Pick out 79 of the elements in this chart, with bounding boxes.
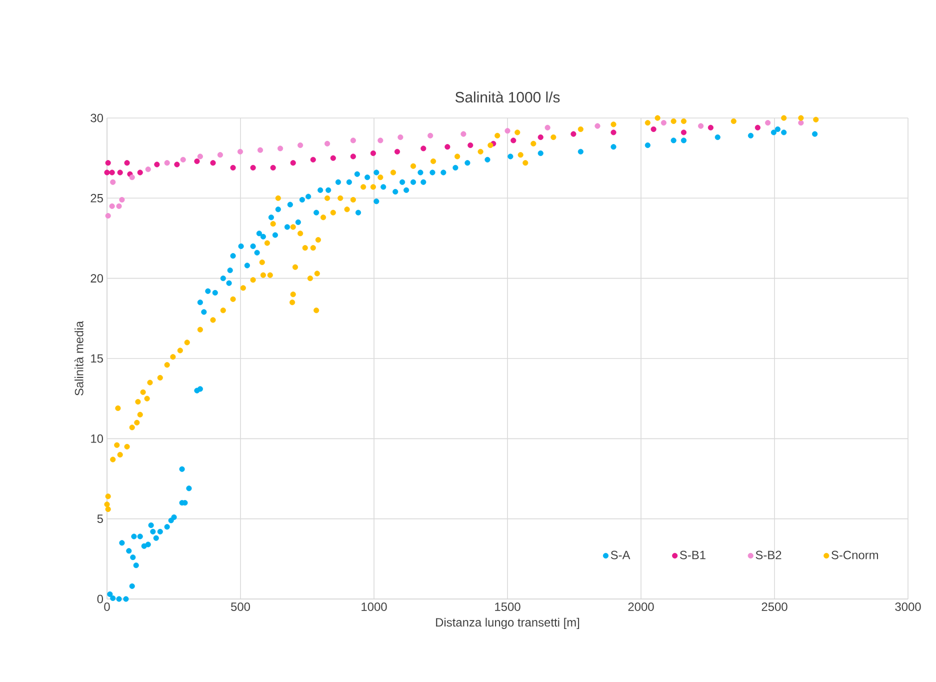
legend-label: S-A	[610, 550, 630, 560]
point	[324, 140, 330, 146]
point	[330, 155, 336, 161]
point	[594, 123, 600, 129]
point	[428, 132, 434, 138]
point	[270, 164, 276, 170]
point	[378, 138, 384, 144]
point	[277, 146, 284, 152]
point	[298, 142, 304, 148]
y-tick-label: 30	[90, 114, 104, 122]
point	[420, 146, 426, 152]
point	[109, 203, 115, 209]
point	[104, 170, 110, 176]
x-tick-label: 3000	[895, 602, 921, 611]
y-tick-label: 0	[97, 594, 104, 604]
point	[164, 160, 170, 166]
y-tick-label: 15	[91, 354, 103, 363]
point	[350, 138, 356, 144]
point	[680, 130, 687, 136]
point	[650, 126, 656, 132]
legend-label: S-B1	[680, 550, 706, 560]
point	[398, 134, 404, 140]
point	[105, 160, 111, 166]
x-axis-title: Distanza lungo transetti [m]	[436, 618, 580, 629]
chart-title: Salinità 1000 l/s	[455, 91, 560, 102]
point	[460, 131, 466, 137]
y-tick-label: 10	[91, 434, 104, 443]
point	[698, 123, 704, 129]
point	[154, 162, 160, 168]
point	[350, 154, 356, 160]
point	[538, 134, 544, 140]
point	[180, 156, 186, 162]
point	[765, 120, 771, 126]
point	[145, 166, 151, 172]
legend-label: S-Cnorm	[832, 550, 878, 560]
legend-label: S-B2	[756, 550, 782, 560]
point	[570, 131, 576, 137]
x-tick-label: 2000	[628, 602, 654, 611]
point	[197, 154, 203, 160]
point	[174, 162, 180, 168]
point	[370, 150, 376, 156]
point	[237, 148, 244, 154]
x-tick-label: 2500	[762, 602, 788, 611]
point	[257, 147, 264, 153]
y-tick-label: 25	[90, 194, 103, 202]
point	[250, 164, 256, 170]
point	[129, 174, 135, 180]
point	[468, 142, 474, 148]
point	[660, 120, 666, 126]
x-tick-label: 1500	[495, 602, 520, 611]
point	[230, 164, 236, 170]
point	[117, 170, 123, 176]
point	[210, 160, 216, 166]
point	[119, 196, 125, 203]
point	[394, 148, 400, 154]
point	[116, 203, 122, 209]
x-tick-label: 1000	[362, 602, 387, 611]
point	[504, 128, 510, 134]
point	[105, 213, 111, 219]
x-tick-label: 500	[231, 602, 250, 611]
point	[124, 160, 130, 166]
point	[310, 156, 316, 162]
point	[444, 144, 450, 150]
point	[708, 124, 714, 130]
point	[109, 170, 115, 176]
point	[217, 152, 224, 158]
x-tick-label: 0	[104, 602, 110, 611]
point	[194, 158, 200, 164]
y-tick-label: 20	[90, 274, 104, 283]
point	[798, 120, 804, 126]
y-axis-title: Salinità media	[74, 320, 84, 396]
y-tick-label: 5	[97, 514, 103, 523]
point	[137, 170, 143, 176]
point	[754, 124, 760, 130]
point	[544, 124, 550, 130]
point	[610, 130, 616, 136]
point	[510, 138, 516, 144]
point	[290, 160, 296, 166]
point	[110, 179, 116, 185]
